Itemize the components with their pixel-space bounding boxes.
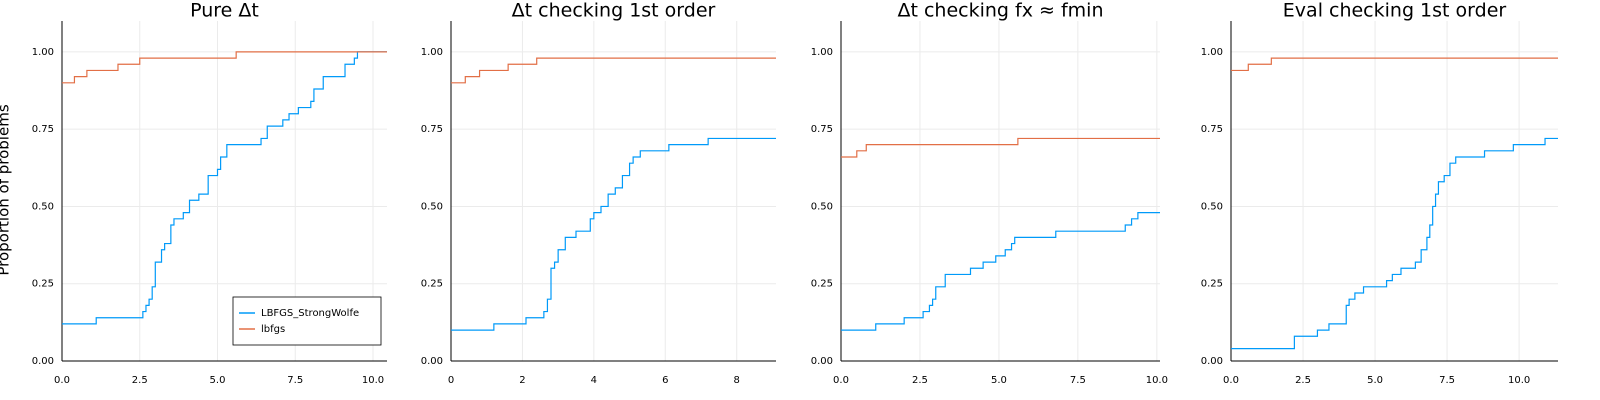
series-line (1231, 137, 1558, 350)
x-tick-label: 0.0 (1223, 375, 1239, 386)
y-tick-label: 0.50 (421, 201, 443, 212)
y-tick-label: 0.25 (32, 279, 54, 290)
series-line (841, 212, 1160, 331)
series-line (62, 51, 387, 325)
y-tick-label: 0.50 (32, 201, 54, 212)
y-tick-label: 0.25 (1201, 279, 1223, 290)
y-tick-label: 0.00 (32, 356, 54, 367)
x-tick-label: 0 (448, 375, 454, 386)
legend-box (232, 296, 382, 346)
x-tick-label: 10.0 (1508, 375, 1530, 386)
y-tick-label: 0.00 (1201, 356, 1223, 367)
y-tick-label: 1.00 (811, 47, 833, 58)
y-tick-label: 0.75 (421, 124, 443, 135)
series-line (1231, 57, 1558, 72)
series-line (451, 137, 776, 331)
x-tick-label: 10.0 (1146, 375, 1168, 386)
y-tick-label: 0.25 (811, 279, 833, 290)
x-tick-label: 10.0 (362, 375, 384, 386)
legend-label: LBFGS_StrongWolfe (261, 308, 359, 319)
y-tick-label: 1.00 (1201, 47, 1223, 58)
x-tick-label: 7.5 (1070, 375, 1086, 386)
x-tick-label: 2.5 (132, 375, 148, 386)
x-tick-label: 0.0 (833, 375, 849, 386)
series-line (62, 51, 387, 84)
x-tick-label: 0.0 (54, 375, 70, 386)
series-line (841, 137, 1160, 158)
x-tick-label: 7.5 (287, 375, 303, 386)
chart-title: Δt checking fx ≈ fmin (898, 0, 1104, 22)
y-tick-label: 0.75 (1201, 124, 1223, 135)
x-tick-label: 7.5 (1439, 375, 1455, 386)
x-tick-label: 2 (519, 375, 525, 386)
chart-title: Eval checking 1st order (1283, 0, 1507, 22)
x-tick-label: 5.0 (210, 375, 226, 386)
x-tick-label: 5.0 (991, 375, 1007, 386)
y-tick-label: 0.75 (32, 124, 54, 135)
legend-label: lbfgs (261, 324, 285, 335)
chart-title: Δt checking 1st order (512, 0, 716, 22)
y-tick-label: 0.50 (1201, 201, 1223, 212)
y-axis-label: Proportion of problems (0, 104, 13, 275)
y-tick-label: 1.00 (32, 47, 54, 58)
y-tick-label: 0.50 (811, 201, 833, 212)
y-tick-label: 0.25 (421, 279, 443, 290)
x-tick-label: 4 (591, 375, 597, 386)
y-tick-label: 0.00 (421, 356, 443, 367)
y-tick-label: 0.00 (811, 356, 833, 367)
x-tick-label: 5.0 (1367, 375, 1383, 386)
x-tick-label: 6 (662, 375, 668, 386)
x-tick-label: 2.5 (912, 375, 928, 386)
y-tick-label: 1.00 (421, 47, 443, 58)
x-tick-label: 2.5 (1295, 375, 1311, 386)
x-tick-label: 8 (734, 375, 740, 386)
series-line (451, 57, 776, 84)
y-tick-label: 0.75 (811, 124, 833, 135)
chart-title: Pure Δt (190, 0, 259, 22)
